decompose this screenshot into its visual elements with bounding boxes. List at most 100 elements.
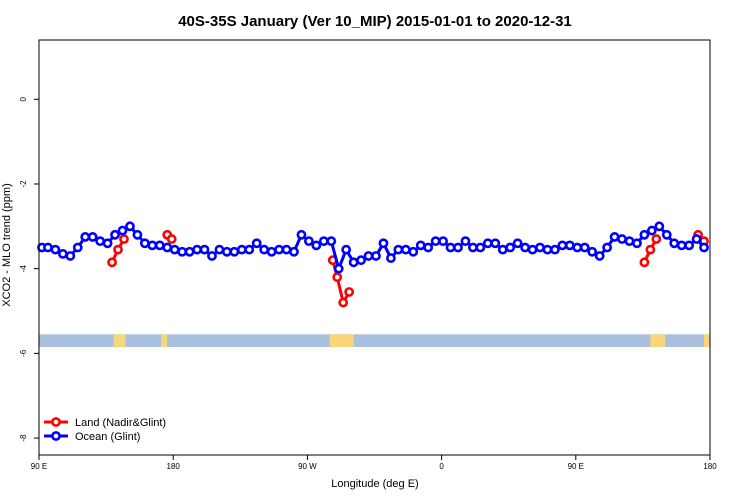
data-point bbox=[617, 234, 627, 244]
legend: Land (Nadir&Glint) Ocean (Glint) bbox=[44, 417, 166, 443]
x-tick-label: 0 bbox=[439, 462, 444, 471]
data-point bbox=[113, 244, 123, 255]
data-point bbox=[453, 242, 463, 253]
land-patch bbox=[704, 334, 710, 348]
data-point bbox=[579, 242, 590, 253]
data-point bbox=[691, 234, 702, 244]
data-point bbox=[50, 244, 61, 255]
data-point bbox=[154, 240, 165, 251]
data-point bbox=[57, 248, 68, 259]
data-point bbox=[332, 272, 343, 283]
data-point bbox=[221, 246, 232, 257]
data-point bbox=[43, 242, 53, 253]
data-point bbox=[192, 244, 202, 255]
data-point bbox=[415, 240, 426, 251]
data-point bbox=[482, 238, 493, 249]
y-tick-label: -2 bbox=[19, 180, 28, 188]
data-point bbox=[676, 240, 687, 251]
y-tick-label: 0 bbox=[19, 97, 28, 102]
data-point bbox=[119, 234, 129, 244]
data-point bbox=[169, 244, 180, 255]
data-point bbox=[400, 244, 411, 255]
data-point bbox=[639, 229, 650, 240]
data-point bbox=[490, 238, 501, 249]
data-point bbox=[356, 255, 366, 266]
data-point bbox=[393, 244, 404, 255]
data-point bbox=[624, 236, 635, 247]
data-point bbox=[527, 244, 538, 255]
data-point bbox=[505, 242, 516, 253]
data-point bbox=[386, 253, 396, 263]
legend-marker bbox=[51, 417, 61, 427]
data-point bbox=[207, 251, 217, 261]
data-point bbox=[378, 238, 389, 249]
data-point bbox=[177, 246, 188, 257]
x-tick-label: 90 E bbox=[568, 462, 584, 471]
data-point bbox=[166, 234, 177, 244]
data-point bbox=[646, 225, 657, 236]
data-point bbox=[632, 238, 642, 249]
data-point bbox=[110, 229, 120, 240]
land-patch bbox=[650, 334, 666, 348]
data-point bbox=[289, 246, 299, 257]
series bbox=[37, 221, 709, 274]
data-point bbox=[318, 236, 329, 247]
plot-frame bbox=[38, 39, 711, 456]
data-point bbox=[65, 251, 76, 261]
data-point bbox=[430, 236, 441, 247]
data-point bbox=[639, 257, 650, 268]
x-tick-label: 90 E bbox=[31, 462, 47, 471]
data-point bbox=[348, 257, 359, 268]
data-point bbox=[512, 238, 523, 249]
data-point bbox=[333, 263, 344, 274]
data-point bbox=[274, 244, 284, 255]
data-point bbox=[557, 240, 568, 251]
data-point bbox=[438, 236, 448, 247]
y-tick-label: -6 bbox=[19, 349, 28, 357]
land-patch bbox=[329, 334, 354, 348]
data-point bbox=[162, 242, 173, 253]
data-point bbox=[296, 229, 307, 240]
chart-title: 40S-35S January (Ver 10_MIP) 2015-01-01 … bbox=[178, 13, 572, 30]
data-point bbox=[535, 242, 545, 253]
data-point bbox=[303, 236, 314, 247]
data-point bbox=[371, 251, 381, 261]
x-tick-label: 180 bbox=[167, 462, 181, 471]
data-point bbox=[311, 240, 322, 251]
data-point bbox=[475, 242, 486, 253]
data-point bbox=[147, 240, 158, 251]
data-point bbox=[423, 242, 434, 253]
data-point bbox=[609, 232, 620, 242]
data-point bbox=[251, 238, 262, 249]
series bbox=[107, 229, 709, 308]
land-patch bbox=[161, 334, 168, 348]
land-patch bbox=[113, 334, 126, 348]
data-point bbox=[139, 238, 150, 249]
legend-marker bbox=[51, 431, 61, 441]
x-axis-label: Longitude (deg E) bbox=[331, 478, 418, 490]
data-point bbox=[259, 244, 270, 255]
data-point bbox=[594, 251, 605, 261]
data-point bbox=[266, 246, 277, 257]
x-tick-label: 90 W bbox=[298, 462, 317, 471]
x-tick-label: 180 bbox=[703, 462, 717, 471]
data-point bbox=[497, 244, 508, 255]
data-point bbox=[338, 297, 349, 308]
data-point bbox=[199, 244, 210, 255]
data-point bbox=[244, 244, 255, 255]
data-point bbox=[602, 242, 613, 253]
data-point bbox=[468, 242, 478, 253]
data-point bbox=[214, 244, 225, 255]
data-point bbox=[184, 246, 195, 257]
data-point bbox=[80, 232, 91, 242]
data-point bbox=[281, 244, 292, 255]
data-point bbox=[699, 242, 709, 253]
data-point bbox=[445, 242, 456, 253]
data-point bbox=[344, 287, 355, 297]
data-point bbox=[95, 236, 106, 247]
data-point bbox=[132, 229, 143, 240]
data-point bbox=[661, 229, 672, 240]
data-point bbox=[236, 244, 247, 255]
data-point bbox=[651, 234, 662, 244]
data-point bbox=[669, 238, 680, 249]
